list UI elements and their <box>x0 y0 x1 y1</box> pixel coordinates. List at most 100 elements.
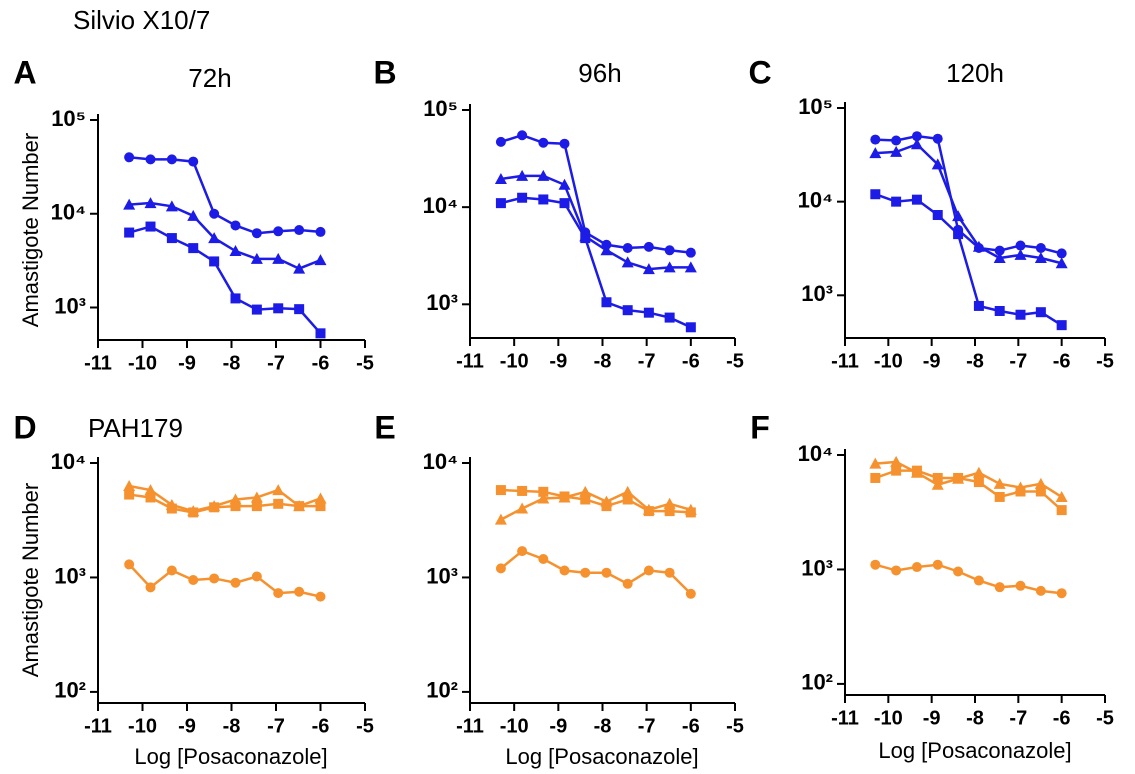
point <box>124 152 135 163</box>
point <box>165 200 178 212</box>
point <box>1056 320 1067 331</box>
point <box>516 169 529 181</box>
x-tick-label: -8 <box>966 707 984 729</box>
point <box>685 507 696 518</box>
point <box>600 244 613 256</box>
point <box>123 198 136 210</box>
x-axis-label: Log [Posaconazole] <box>878 738 1071 763</box>
point <box>579 485 592 497</box>
series-line <box>875 142 1062 265</box>
point <box>145 582 156 593</box>
point <box>166 154 177 165</box>
point <box>684 261 697 273</box>
point <box>1035 307 1046 318</box>
point <box>1015 486 1026 497</box>
point <box>601 297 612 308</box>
chart-title: 120h <box>946 58 1004 88</box>
point <box>993 477 1006 489</box>
point <box>208 232 221 244</box>
point <box>315 501 326 512</box>
y-tick-label: 10⁵ <box>798 94 833 119</box>
y-tick-label: 10⁴ <box>798 187 833 212</box>
point <box>1035 585 1046 596</box>
point <box>664 312 675 323</box>
point <box>517 546 528 557</box>
point <box>994 245 1005 256</box>
point <box>890 455 903 467</box>
x-tick-label: -11 <box>84 352 112 374</box>
x-tick-label: -10 <box>128 352 157 374</box>
point <box>294 586 305 597</box>
x-tick-label: -11 <box>831 707 859 729</box>
point <box>1034 252 1047 264</box>
point <box>230 293 241 304</box>
x-tick-label: -11 <box>456 350 484 372</box>
y-tick-label: 10⁵ <box>51 106 86 131</box>
point <box>642 263 655 275</box>
point <box>870 559 881 570</box>
point <box>537 492 550 504</box>
point <box>188 575 199 586</box>
x-tick-label: -9 <box>923 350 941 372</box>
x-tick-label: -7 <box>267 352 285 374</box>
point <box>993 252 1006 264</box>
x-tick-label: -10 <box>500 350 529 372</box>
point <box>558 178 571 190</box>
x-tick-label: -11 <box>831 350 859 372</box>
x-tick-label: -6 <box>682 350 700 372</box>
point <box>145 492 156 503</box>
point <box>144 197 157 209</box>
point <box>931 478 944 490</box>
point <box>952 210 965 222</box>
point <box>994 582 1005 593</box>
point <box>1056 248 1067 259</box>
x-tick-label: -6 <box>682 715 700 737</box>
point <box>973 575 984 586</box>
point <box>685 247 696 258</box>
point <box>1056 588 1067 599</box>
x-tick-label: -5 <box>1096 707 1114 729</box>
point <box>209 256 220 267</box>
chart-title: 96h <box>578 58 621 88</box>
x-tick-label: -7 <box>638 715 656 737</box>
y-tick-label: 10³ <box>801 555 833 580</box>
y-axis-label: Amastigote Number <box>18 483 43 677</box>
point <box>973 300 984 311</box>
panel-label: D <box>13 409 36 445</box>
point <box>601 567 612 578</box>
point <box>517 192 528 203</box>
series-line <box>129 156 321 235</box>
point <box>538 194 549 205</box>
point <box>663 261 676 273</box>
point <box>516 502 529 514</box>
point <box>622 494 633 505</box>
series-line <box>500 174 691 271</box>
point <box>517 485 528 496</box>
series-line <box>500 133 691 254</box>
point <box>621 485 634 497</box>
x-tick-label: -11 <box>84 715 112 737</box>
point <box>251 228 262 239</box>
point <box>495 198 506 209</box>
annotation: Silvio X10/7 <box>73 5 210 35</box>
point <box>294 501 305 512</box>
x-tick-label: -8 <box>966 350 984 372</box>
series-line <box>875 460 1063 499</box>
point <box>209 573 220 584</box>
point <box>953 229 964 240</box>
point <box>911 465 922 476</box>
x-tick-label: -7 <box>267 715 285 737</box>
point <box>272 484 285 496</box>
panel-label: F <box>750 409 770 445</box>
point <box>664 567 675 578</box>
point <box>931 158 944 170</box>
point <box>144 484 157 496</box>
point <box>495 136 506 147</box>
point <box>932 472 943 483</box>
point <box>273 226 284 237</box>
point <box>250 491 263 503</box>
series-line <box>500 490 692 521</box>
y-tick-label: 10³ <box>54 563 86 588</box>
point <box>188 243 199 254</box>
x-tick-label: -7 <box>1009 707 1027 729</box>
